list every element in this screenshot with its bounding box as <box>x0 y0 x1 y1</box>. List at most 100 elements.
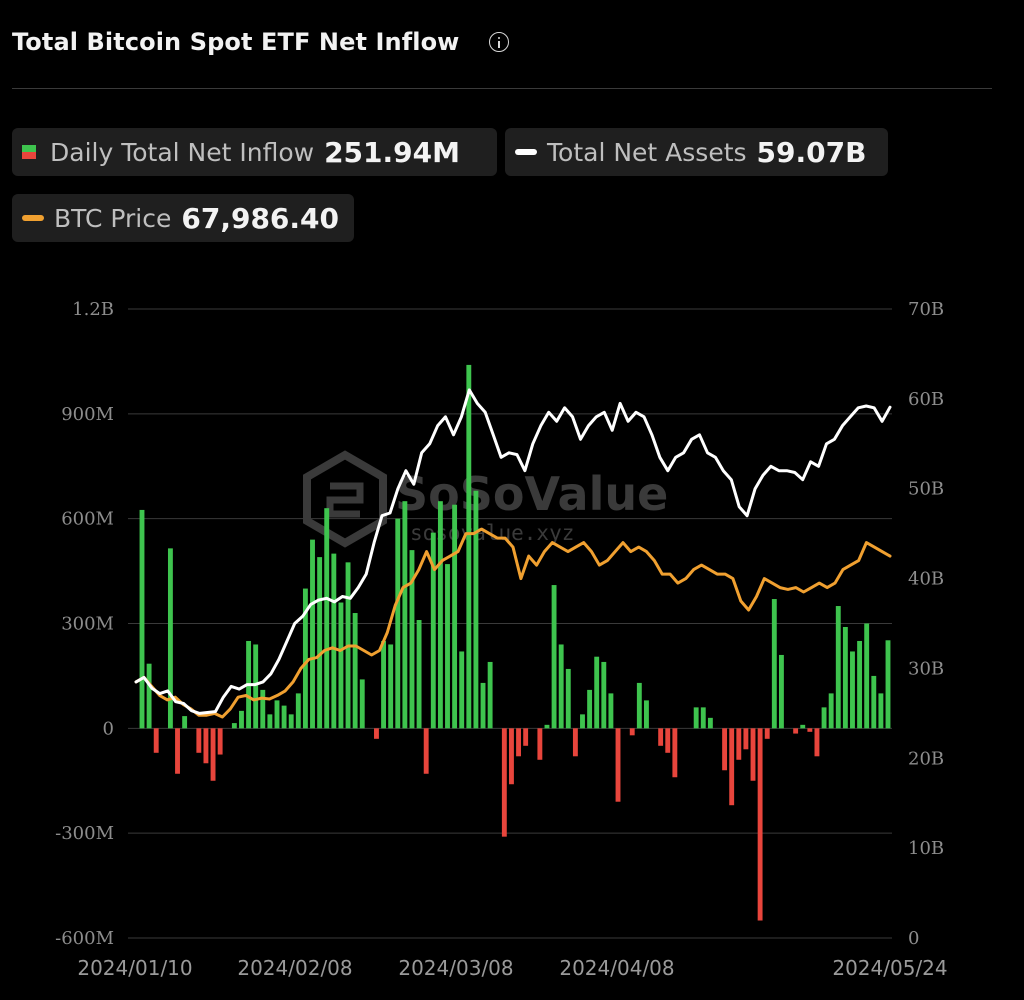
inflow-bar <box>388 644 394 729</box>
total-net-assets-line <box>134 388 892 715</box>
inflow-bar <box>402 501 408 729</box>
inflow-bar <box>587 689 593 729</box>
legend-total-assets[interactable]: Total Net Assets 59.07B <box>505 128 888 176</box>
right-tick-label: 20B <box>908 748 944 769</box>
info-icon[interactable] <box>489 32 510 52</box>
inflow-bar <box>430 532 436 729</box>
inflow-bar <box>544 724 550 729</box>
inflow-bar <box>501 728 507 837</box>
left-tick-label: 1.2B <box>72 299 114 320</box>
inflow-bar <box>764 728 770 739</box>
gridlines <box>128 308 892 939</box>
inflow-bar <box>885 640 891 729</box>
inflow-bar <box>480 682 486 729</box>
x-tick-label: 2024/05/24 <box>832 956 947 980</box>
inflow-bar <box>580 714 585 729</box>
inflow-bar <box>864 623 870 729</box>
inflow-bar <box>693 707 699 729</box>
inflow-bar <box>793 728 799 734</box>
inflow-bar <box>217 728 223 755</box>
inflow-bar <box>722 728 728 771</box>
left-tick-label: -600M <box>55 928 114 949</box>
inflow-bar <box>452 504 458 729</box>
inflow-bar <box>381 640 386 729</box>
inflow-bar <box>565 668 571 729</box>
right-tick-label: 70B <box>908 299 944 320</box>
inflow-bar <box>871 675 877 729</box>
inflow-bar <box>878 693 884 729</box>
inflow-bar <box>395 518 401 729</box>
inflow-bar <box>175 728 180 774</box>
inflow-bar <box>707 717 713 729</box>
legend-value: 59.07B <box>756 135 867 169</box>
x-tick-label: 2024/04/08 <box>559 956 674 980</box>
chart-lines <box>134 388 892 719</box>
inflow-bar <box>608 693 614 729</box>
inflow-bar <box>139 509 145 729</box>
left-tick-label: 300M <box>61 614 114 635</box>
inflow-bar <box>778 654 784 729</box>
inflow-bar <box>445 564 450 729</box>
inflow-bar <box>231 723 237 729</box>
inflow-bar <box>359 679 365 729</box>
inflow-bar <box>310 539 315 729</box>
watermark-url: sosovalue.xyz <box>410 521 574 545</box>
x-tick-label: 2024/03/08 <box>398 956 513 980</box>
x-tick-label: 2024/01/10 <box>77 956 192 980</box>
inflow-bar <box>658 728 664 746</box>
right-tick-label: 50B <box>908 479 944 500</box>
inflow-bar <box>182 716 188 729</box>
chart-header: Total Bitcoin Spot ETF Net Inflow <box>12 28 510 56</box>
inflow-bar <box>644 700 649 729</box>
inflow-bar <box>487 661 493 729</box>
inflow-bar <box>210 728 216 781</box>
inflow-bar <box>274 700 280 729</box>
inflow-bar <box>146 663 152 729</box>
inflow-bar <box>253 644 259 729</box>
inflow-bar <box>473 490 479 729</box>
inflow-bar <box>317 557 323 729</box>
legend-label: Total Net Assets <box>547 137 747 167</box>
right-tick-label: 30B <box>908 658 944 679</box>
inflow-bar <box>700 707 706 729</box>
inflow-bar <box>629 728 635 736</box>
line-legend-icon <box>515 149 537 155</box>
inflow-bar <box>757 728 763 921</box>
legend-value: 67,986.40 <box>181 201 340 235</box>
left-tick-label: -300M <box>55 823 114 844</box>
inflow-bar <box>558 644 564 729</box>
legend-daily-inflow[interactable]: Daily Total Net Inflow 251.94M <box>12 128 497 176</box>
inflow-bar <box>203 728 209 764</box>
inflow-bar <box>537 728 543 760</box>
inflow-bar <box>850 651 855 729</box>
legend-label: Daily Total Net Inflow <box>50 137 315 167</box>
inflow-bar <box>239 710 244 729</box>
watermark: SoSoValue sosovalue.xyz <box>303 450 668 548</box>
line-legend-icon <box>22 215 44 221</box>
inflow-bar <box>281 705 287 729</box>
inflow-bar <box>295 693 301 729</box>
inflow-bar <box>416 620 422 729</box>
legend-btc-price[interactable]: BTC Price 67,986.40 <box>12 194 354 242</box>
inflow-bar <box>572 728 578 757</box>
inflow-bar <box>800 724 806 729</box>
inflow-bar <box>196 728 202 753</box>
right-tick-label: 0 <box>908 928 919 949</box>
x-axis: 2024/01/10 2024/02/08 2024/03/08 2024/04/08… <box>77 956 947 980</box>
inflow-bar <box>374 728 379 739</box>
inflow-bar <box>807 728 813 732</box>
inflow-bars <box>139 364 891 921</box>
left-tick-label: 900M <box>61 404 114 425</box>
right-tick-label: 10B <box>908 838 944 859</box>
inflow-bar <box>736 728 742 760</box>
inflow-bar <box>771 599 777 729</box>
inflow-bar <box>423 728 429 774</box>
left-tick-label: 0 <box>103 718 114 739</box>
inflow-bar <box>267 714 273 729</box>
inflow-bar <box>288 714 294 729</box>
btc-price-line <box>134 527 892 719</box>
inflow-bar <box>601 661 607 729</box>
inflow-bar <box>750 728 756 781</box>
inflow-bar <box>331 553 337 729</box>
